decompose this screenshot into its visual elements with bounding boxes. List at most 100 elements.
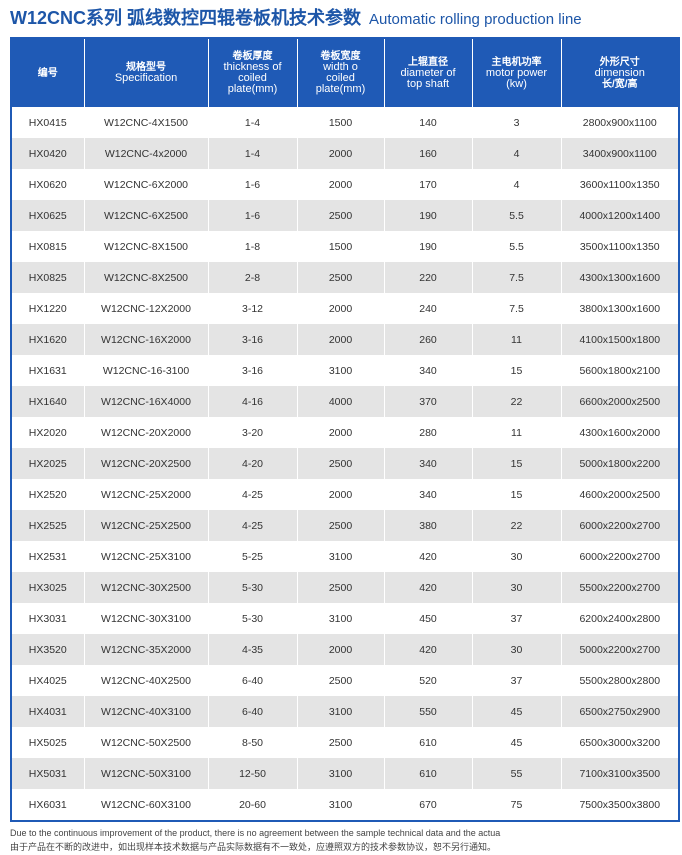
column-header: 规格型号 Specification [83,38,208,107]
header-cn: 主电机功率 [491,56,542,68]
header-cn: 规格型号 [126,62,166,73]
table-cell: W12CNC-25X3100 [83,541,208,572]
table-cell: 670 [383,789,472,821]
table-cell: W12CNC-20X2500 [83,448,208,479]
header-cn: 卷板宽度 [320,51,361,62]
table-cell: 4-35 [207,634,297,665]
table-cell: W12CNC-30X2500 [83,572,208,603]
table-cell: 22 [471,386,561,417]
column-header: 上辊直径 diameter of top shaft [383,38,472,107]
table-cell: 4600x2000x2500 [560,479,679,510]
table-cell: 2000 [296,479,384,510]
table-cell: 1500 [296,231,384,262]
table-cell: W12CNC-35X2000 [83,634,208,665]
disclaimer-cn: 由于产品在不断的改进中，如出现样本技术数据与产品实际数据有不一致处，应遵照双方的… [10,842,497,852]
table-cell: 610 [383,727,472,758]
table-cell: 2500 [296,510,384,541]
table-cell: 3 [471,107,561,138]
header-cn: 上辊直径 [408,56,448,68]
table-cell: 55 [471,758,561,789]
table-row: HX1640 W12CNC-16X4000 4-16 4000 370 22 6600x20… [10,386,679,417]
table-cell: 3100 [296,789,384,821]
table-cell: 1-4 [207,138,297,169]
table-cell: 75 [471,789,561,821]
table-cell: 4-20 [207,448,297,479]
table-cell: 11 [471,417,561,448]
table-cell: 2800x900x1100 [560,107,679,138]
table-cell: 6200x2400x2800 [560,603,679,634]
table-cell: 420 [383,541,472,572]
table-cell: 520 [383,665,472,696]
table-cell: HX0625 [10,200,84,231]
table-cell: 3500x1100x1350 [560,231,679,262]
table-cell: 4000 [296,386,384,417]
table-cell: HX0415 [10,107,84,138]
table-cell: 6000x2200x2700 [560,541,679,572]
table-cell: 3100 [296,758,384,789]
table-cell: HX3520 [10,634,84,665]
table-cell: 5600x1800x2100 [560,355,679,386]
table-cell: 4-16 [207,386,297,417]
table-header-row: 编号 规格型号 Specification 卷板厚度 thickness of coil… [11,38,679,107]
table-cell: 1-6 [207,169,297,200]
table-cell: HX2531 [10,541,84,572]
table-cell: HX1220 [10,293,84,324]
table-row: HX5025 W12CNC-50X2500 8-50 2500 610 45 6500x30… [10,727,679,758]
table-cell: W12CNC-50X3100 [83,758,208,789]
table-cell: 2500 [296,727,384,758]
table-cell: HX4025 [10,665,84,696]
table-cell: W12CNC-25X2000 [83,479,208,510]
table-cell: 5.5 [471,231,561,262]
table-cell: 6000x2200x2700 [560,510,679,541]
table-row: HX2531 W12CNC-25X3100 5-25 3100 420 30 6000x22… [10,541,679,572]
column-header: 编号 [11,38,84,107]
table-cell: 2000 [296,169,384,200]
table-row: HX1620 W12CNC-16X2000 3-16 2000 260 11 4100x15… [10,324,679,355]
table-cell: 370 [383,386,472,417]
table-cell: 3100 [296,541,384,572]
table-cell: HX0825 [10,262,84,293]
table-cell: 1500 [296,107,384,138]
table-cell: W12CNC-25X2500 [83,510,208,541]
table-cell: 2500 [296,200,384,231]
table-cell: 3-16 [207,355,297,386]
table-cell: 4000x1200x1400 [560,200,679,231]
table-cell: W12CNC-60X3100 [83,789,208,821]
header-en: diameter of top shaft [400,66,456,90]
table-cell: 2-8 [207,262,297,293]
table-cell: W12CNC-50X2500 [83,727,208,758]
table-row: HX1631 W12CNC-16-3100 3-16 3100 340 15 5600x18… [10,355,679,386]
table-cell: 240 [383,293,472,324]
table-cell: 2500 [296,572,384,603]
header-en: dimension [594,66,645,79]
table-cell: W12CNC-40X3100 [83,696,208,727]
table-cell: 550 [383,696,472,727]
table-cell: HX1631 [10,355,84,386]
table-cell: HX4031 [10,696,84,727]
table-cell: 190 [383,231,472,262]
table-cell: 5-30 [207,572,297,603]
table-cell: 37 [471,603,561,634]
table-cell: 340 [383,479,472,510]
header-cn: 卷板厚度 [232,51,273,62]
table-row: HX0420 W12CNC-4x2000 1-4 2000 160 4 3400x900x1… [10,138,679,169]
table-cell: 2500 [296,665,384,696]
table-row: HX2520 W12CNC-25X2000 4-25 2000 340 15 4600x20… [10,479,679,510]
table-cell: W12CNC-30X3100 [83,603,208,634]
table-cell: W12CNC-8X2500 [83,262,208,293]
table-row: HX0620 W12CNC-6X2000 1-6 2000 170 4 3600x1100x… [10,169,679,200]
table-cell: 4 [471,169,561,200]
table-cell: 6500x2750x2900 [560,696,679,727]
table-cell: 6-40 [207,665,297,696]
table-cell: 3100 [296,696,384,727]
table-cell: 7.5 [471,293,561,324]
table-cell: 3100 [296,355,384,386]
header-en: width o coiled plate(mm) [315,61,366,95]
header-cn: 编号 [37,67,58,79]
table-cell: W12CNC-6X2500 [83,200,208,231]
table-cell: 4100x1500x1800 [560,324,679,355]
table-cell: 30 [471,634,561,665]
table-cell: HX3025 [10,572,84,603]
table-cell: 2500 [296,448,384,479]
table-cell: 450 [383,603,472,634]
